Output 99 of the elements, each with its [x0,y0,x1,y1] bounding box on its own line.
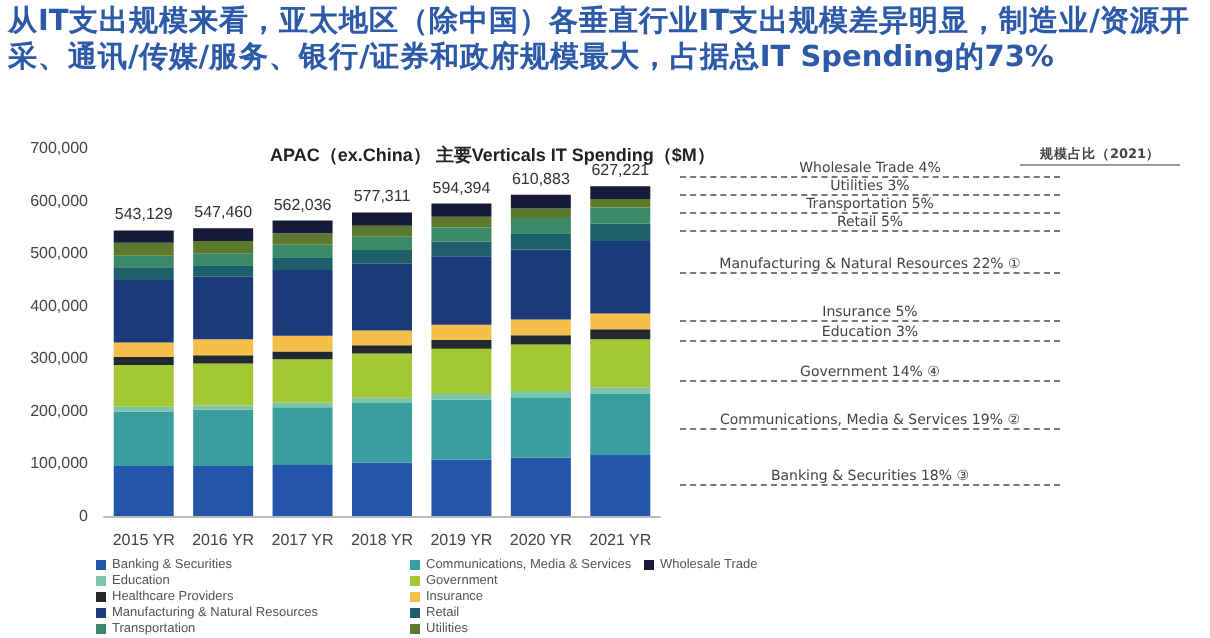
bar [193,228,254,242]
bar [352,249,412,264]
bar [510,249,571,320]
bar [113,411,174,467]
bar [272,244,333,258]
bar [272,257,333,270]
bar [431,324,492,340]
bar [193,363,254,406]
bar [193,265,254,277]
bar [590,186,651,199]
bar [113,242,174,256]
bar [113,279,174,343]
bar [193,276,254,340]
bar [431,459,492,516]
bar [193,339,254,356]
y-tick-label: 300,000 [30,349,90,368]
bar [510,390,571,398]
y-tick-label: 600,000 [30,191,90,210]
bar [352,397,412,403]
bar [510,319,571,336]
bar [272,351,333,360]
total-label: 577,311 [353,187,412,206]
bar [590,313,651,330]
bar [113,255,174,268]
bar [113,356,174,366]
bar [272,359,333,403]
bar [510,457,571,516]
bar [113,342,174,357]
bar [193,241,254,254]
bar [431,256,492,325]
bar [272,407,333,466]
bar [431,399,492,460]
chart-title: 从IT支出规模来看，亚太地区（除中国）各垂直行业IT支出规模差异明显，制造业/资源开采、通讯/传媒/服务、银行/证券和政府规模最大，占据总IT Spending的73% [8,4,1192,76]
y-tick-label: 700,000 [30,139,90,157]
bar [272,220,333,234]
bar [510,194,571,209]
bar [272,233,333,245]
bar [272,402,333,408]
bar [510,233,571,250]
bar [431,394,492,400]
bar [590,387,651,395]
bar [352,212,412,226]
x-tick-label: 2016 YR [192,531,255,549]
x-tick-label: 2018 YR [351,531,414,549]
bar [510,335,571,345]
y-tick-label: 400,000 [30,296,90,315]
bar [590,394,651,456]
bar [193,355,254,364]
bar [510,217,571,234]
x-tick-label: 2021 YR [589,531,652,549]
bar [590,241,651,314]
bar [272,269,333,336]
total-label: 543,129 [114,205,174,224]
bar [193,466,254,516]
bar [193,253,254,266]
total-label: 627,221 [591,161,651,180]
bar [510,344,571,391]
bar [431,216,492,228]
bar [272,335,333,352]
bar [431,339,492,349]
y-tick-label: 0 [79,507,90,525]
bar [590,339,651,388]
bar [590,455,651,516]
bar [431,227,492,242]
bar [590,198,651,208]
x-tick-label: 2017 YR [271,531,334,549]
x-tick-label: 2015 YR [112,531,176,549]
bar [352,225,412,237]
bar [590,329,651,340]
bar [431,203,492,217]
bar [352,345,412,354]
bar [510,208,571,218]
total-label: 594,394 [432,178,492,197]
y-tick-label: 100,000 [30,454,90,473]
x-tick-label: 2019 YR [430,531,493,549]
bar [431,348,492,395]
bar [510,397,571,458]
bar [590,207,651,224]
bar [113,267,174,280]
bar [113,365,174,407]
bar [590,223,651,242]
bar [193,409,254,467]
bar [352,462,412,516]
x-tick-label: 2020 YR [509,531,573,549]
bar [352,236,412,250]
total-label: 610,883 [511,169,571,188]
bar [352,402,412,463]
bar [431,241,492,257]
bar [352,353,412,398]
total-label: 547,460 [194,203,254,222]
bar [352,263,412,331]
chart-subtitle: APAC（ex.China） 主要Verticals IT Spending（$M） [270,145,715,165]
bar [113,230,174,243]
bar [113,466,174,516]
bar [352,330,412,346]
y-tick-label: 200,000 [30,401,90,420]
bar [272,465,333,516]
total-label: 562,036 [273,195,333,214]
y-tick-label: 500,000 [30,244,90,263]
